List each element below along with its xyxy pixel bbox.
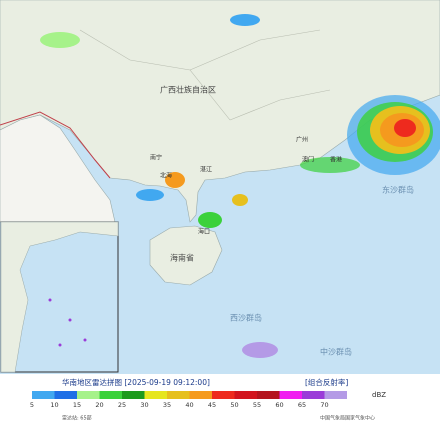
echo	[394, 119, 416, 137]
map-title: 华南地区雷达拼图 [2025-09-19 09:12:00]	[62, 377, 210, 387]
legend-swatch	[54, 391, 77, 399]
legend-swatch	[167, 391, 190, 399]
city-label: 澳门	[302, 156, 314, 164]
city-label: 湛江	[200, 167, 212, 174]
legend-value: 45	[208, 401, 216, 409]
island	[48, 298, 52, 302]
inset-land	[0, 221, 119, 373]
map-label: 广西壮族自治区	[160, 85, 216, 95]
island	[83, 338, 87, 342]
island	[68, 318, 72, 322]
legend-swatch	[189, 391, 212, 399]
legend-value: 30	[140, 401, 148, 409]
echo	[40, 32, 80, 48]
legend-value: 15	[73, 401, 81, 409]
city-label: 北海	[160, 172, 172, 180]
island	[58, 343, 62, 347]
data-source: 中国气象局国家气象中心	[320, 415, 375, 422]
hainan	[149, 225, 223, 286]
legend-swatch	[122, 391, 145, 399]
legend-value: 70	[320, 401, 328, 409]
color-legend: 5 10 15 20 25 30 35 40 45 50 55 60 65 70	[30, 391, 347, 409]
legend-value: 25	[118, 401, 126, 409]
echo	[198, 212, 222, 228]
province-border	[79, 29, 331, 121]
echo	[242, 342, 278, 358]
legend-swatch	[77, 391, 100, 399]
city-label: 南宁	[150, 154, 162, 162]
product-name: [组合反射率]	[305, 377, 348, 387]
map-label: 海南省	[170, 253, 194, 263]
map-label: 东沙群岛	[382, 185, 414, 195]
map-label: 西沙群岛	[230, 313, 262, 323]
radar-echoes	[40, 14, 440, 358]
legend-swatch	[279, 391, 302, 399]
legend-swatch	[144, 391, 167, 399]
legend-panel	[0, 374, 440, 426]
legend-swatch	[212, 391, 235, 399]
legend-value: 65	[298, 401, 306, 409]
legend-swatch	[302, 391, 325, 399]
legend-value: 60	[275, 401, 283, 409]
echo	[230, 14, 260, 26]
inset	[0, 221, 119, 373]
map-label: 中沙群岛	[320, 347, 352, 357]
national-border	[0, 111, 111, 179]
echo	[300, 157, 360, 173]
legend-swatch	[324, 391, 347, 399]
city-label: 广州	[296, 136, 308, 144]
legend-value: 50	[230, 401, 238, 409]
legend-value: 55	[253, 401, 261, 409]
legend-value: 10	[50, 401, 58, 409]
legend-swatch	[99, 391, 122, 399]
city-label: 香港	[330, 156, 342, 164]
legend-value: 40	[185, 401, 193, 409]
echo	[136, 189, 164, 201]
legend-value: 5	[30, 401, 34, 409]
station-count: 雷达站: 65部	[62, 415, 92, 422]
legend-value: 35	[163, 401, 171, 409]
city-label: 海口	[198, 228, 210, 236]
legend-swatch	[32, 391, 55, 399]
legend-swatch	[257, 391, 280, 399]
legend-swatch	[234, 391, 257, 399]
legend-value: 20	[95, 401, 103, 409]
echo	[165, 172, 185, 188]
echo	[232, 194, 248, 206]
legend-unit: dBZ	[372, 391, 386, 399]
